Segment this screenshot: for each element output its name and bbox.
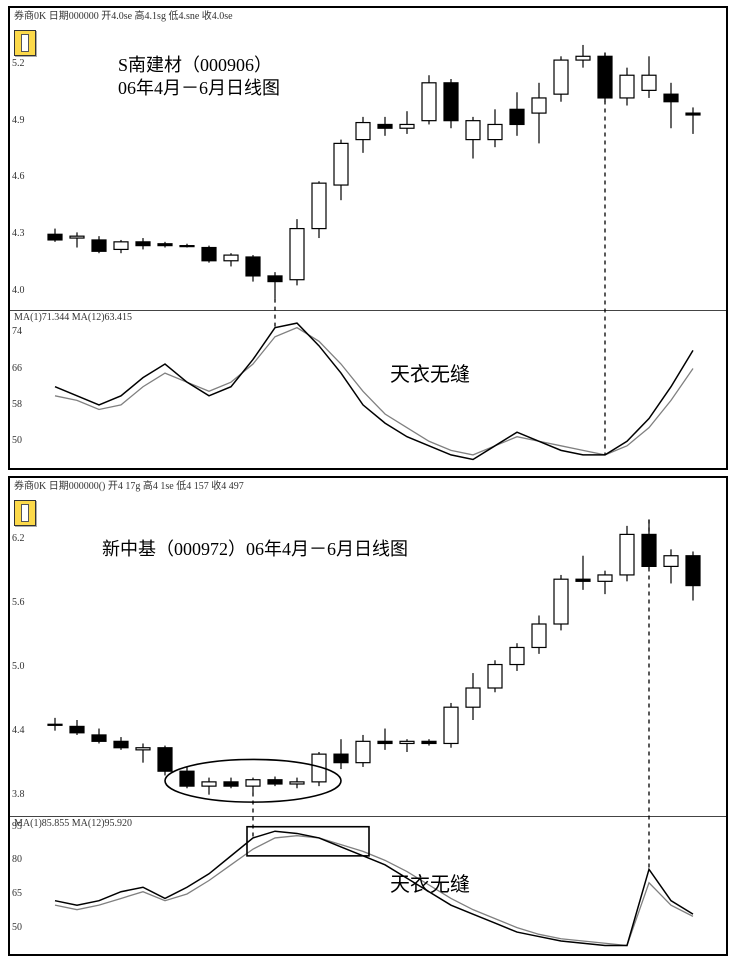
chart-panel-1: 券商0K 日期000000 开4.0se 高4.1sg 低4.sne 收4.0s… — [8, 6, 728, 470]
y-tick-label: 4.3 — [12, 228, 25, 239]
annotation-layer-2 — [10, 478, 726, 954]
indicator-y-tick: 65 — [12, 888, 22, 899]
indicator-y-tick: 80 — [12, 854, 22, 865]
y-tick-label: 5.2 — [12, 58, 25, 69]
indicator-y-tick: 95 — [12, 821, 22, 832]
y-tick-label: 4.6 — [12, 171, 25, 182]
y-tick-label: 5.6 — [12, 597, 25, 608]
y-tick-label: 3.8 — [12, 789, 25, 800]
y-tick-label: 4.9 — [12, 115, 25, 126]
indicator-y-tick: 66 — [12, 363, 22, 374]
y-tick-label: 5.0 — [12, 661, 25, 672]
annotation-layer-1 — [10, 8, 726, 468]
indicator-y-tick: 74 — [12, 326, 22, 337]
y-tick-label: 4.4 — [12, 725, 25, 736]
chart-panel-2: 券商0K 日期000000() 开4 17g 高4 1se 低4 157 收4 … — [8, 476, 728, 956]
indicator-y-tick: 50 — [12, 435, 22, 446]
y-tick-label: 4.0 — [12, 285, 25, 296]
y-tick-label: 6.2 — [12, 533, 25, 544]
indicator-y-tick: 50 — [12, 922, 22, 933]
indicator-y-tick: 58 — [12, 399, 22, 410]
